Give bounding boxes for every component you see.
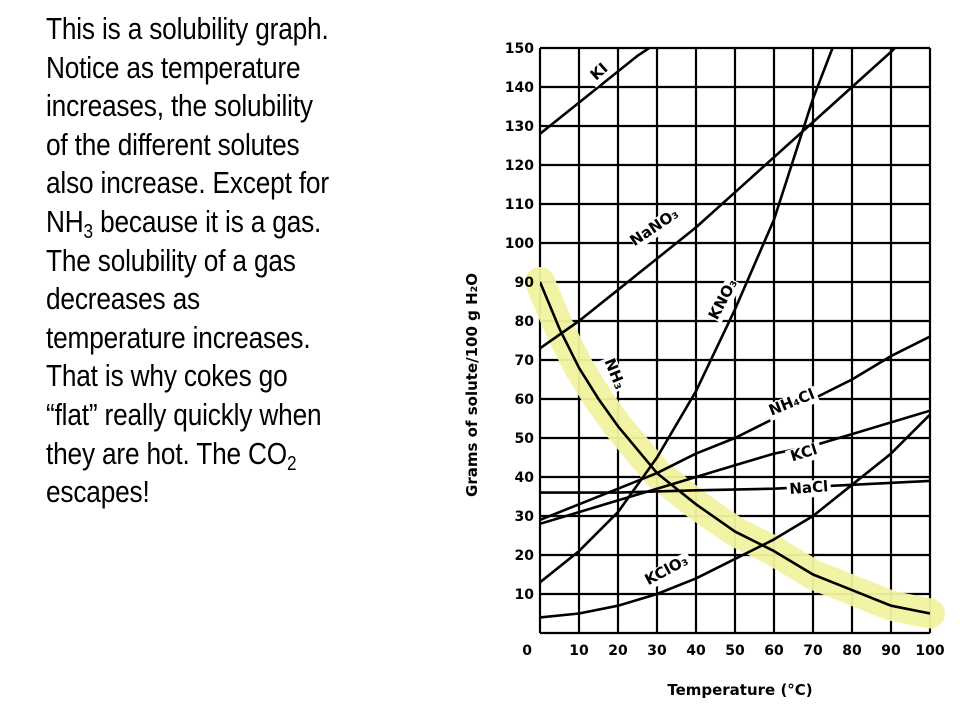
text-segment: That is why cokes go <box>46 359 288 394</box>
text-line: increases, the solubility <box>46 87 407 126</box>
curve-nh <box>540 281 930 615</box>
y-tick-label: 90 <box>515 275 535 291</box>
x-axis-label: Temperature (°C) <box>667 681 812 699</box>
x-tick-label: 70 <box>803 643 823 659</box>
y-tick-label: 10 <box>515 587 535 603</box>
subscript: 3 <box>83 220 94 243</box>
curve-label-group: NH₄Cl <box>764 385 820 422</box>
text-segment: of the different solutes <box>46 127 300 162</box>
y-axis-label: Grams of solute/100 g H₂O <box>463 273 481 497</box>
subscript: 2 <box>287 452 297 475</box>
explanation-text: This is a solubility graph. Notice as tem… <box>46 10 407 512</box>
y-tick-label: 80 <box>515 314 535 330</box>
text-segment: increases, the solubility <box>46 89 313 124</box>
axes: 10 20 30 40 50 60 70 80 90 100 110 120 130 140 150 0 10 2… <box>505 41 945 659</box>
curve-label-group: NaCl <box>786 477 832 500</box>
x-tick-label: 80 <box>842 643 862 659</box>
curve-label-bg <box>786 479 832 500</box>
text-line: decreases as <box>46 280 407 319</box>
y-tick-label: 70 <box>515 353 535 369</box>
text-segment: Notice as temperature <box>46 50 301 85</box>
text-segment: also increase. Except for <box>46 166 329 201</box>
y-tick-label: 100 <box>505 236 534 252</box>
text-line: The solubility of a gas <box>46 242 407 281</box>
y-tick-label: 20 <box>515 548 535 564</box>
y-tick-label: 130 <box>505 119 534 135</box>
text-segment: they are hot. The CO <box>46 436 288 471</box>
x-tick-label: 90 <box>881 643 901 659</box>
x-tick-label: 0 <box>522 643 532 659</box>
x-tick-label: 50 <box>725 643 745 659</box>
text-segment: This is a solubility graph. <box>46 12 329 46</box>
x-tick-label: 20 <box>608 643 628 659</box>
curve-label-bg <box>784 440 824 468</box>
text-segment: NH <box>46 204 84 239</box>
text-segment: temperature increases. <box>46 320 311 355</box>
grid <box>538 46 932 635</box>
y-tick-label: 110 <box>505 197 534 213</box>
x-tick-label: 30 <box>647 643 667 659</box>
curve-label-group: KI <box>584 57 616 88</box>
curve-label-bg <box>706 276 742 324</box>
x-tick-label: 40 <box>686 643 706 659</box>
curve-label-bg <box>584 57 616 88</box>
y-tick-label: 150 <box>505 41 534 57</box>
curve-kcl <box>540 409 930 526</box>
text-line: “flat” really quickly when <box>46 396 407 435</box>
x-tick-label: 10 <box>569 643 589 659</box>
y-tick-label: 140 <box>505 80 534 96</box>
text-line: of the different solutes <box>46 126 407 165</box>
text-segment: “flat” really quickly when <box>46 397 322 432</box>
text-line: This is a solubility graph. <box>46 10 407 49</box>
y-tick-label: 60 <box>515 392 535 408</box>
y-tick-label: 30 <box>515 509 535 525</box>
y-tick-label: 50 <box>515 431 535 447</box>
curve-nacl <box>540 479 930 494</box>
curve-label-bg <box>599 354 628 394</box>
text-line: That is why cokes go <box>46 357 407 396</box>
curve-label-group: KCl <box>784 440 824 468</box>
x-tick-label: 100 <box>915 643 944 659</box>
x-tick-label: 60 <box>764 643 784 659</box>
text-segment: escapes! <box>46 475 150 510</box>
text-line: temperature increases. <box>46 319 407 358</box>
curve-ki <box>540 48 650 135</box>
text-line: they are hot. The CO2 <box>46 435 407 474</box>
curve-label-bg <box>639 551 695 592</box>
text-segment: The solubility of a gas <box>46 243 296 278</box>
y-tick-label: 120 <box>505 158 534 174</box>
text-segment: because it is a gas. <box>92 204 322 239</box>
text-line: Notice as temperature <box>46 49 407 88</box>
text-line: also increase. Except for <box>46 164 407 203</box>
text-segment: decreases as <box>46 282 200 317</box>
curve-kno <box>540 48 834 584</box>
curve-label: NaCl <box>789 477 829 498</box>
curve-label-bg <box>628 206 682 251</box>
text-line: NH3 because it is a gas. <box>46 203 407 242</box>
curves <box>540 48 930 619</box>
curve-kclo <box>540 413 930 619</box>
curve-label-bg <box>764 385 820 422</box>
curve-nano <box>540 48 896 350</box>
text-line: escapes! <box>46 473 407 512</box>
y-tick-label: 40 <box>515 470 535 486</box>
curve-label: KCl <box>788 440 819 465</box>
